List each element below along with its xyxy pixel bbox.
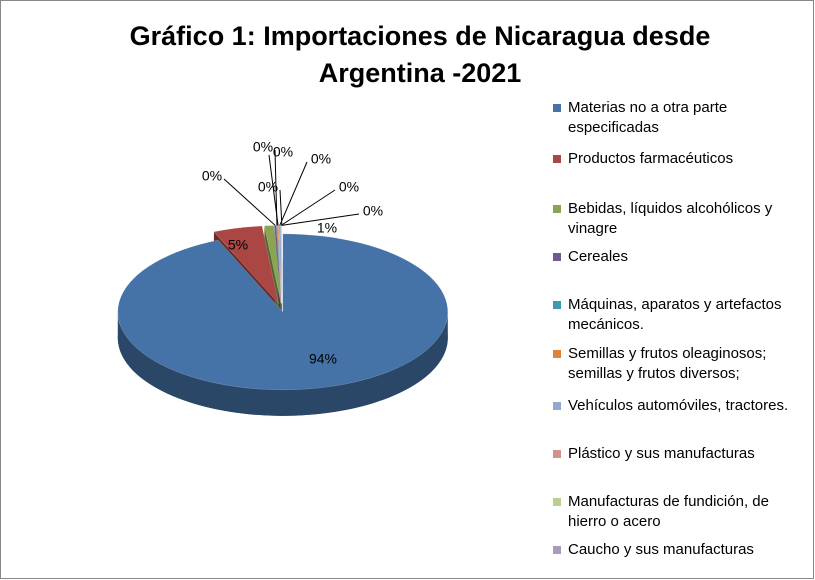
leader-line xyxy=(280,189,336,226)
legend-swatch xyxy=(553,253,561,261)
legend-item: Materias no a otra parte especificadas xyxy=(553,98,808,138)
data-label: 0% xyxy=(253,139,273,155)
legend-label: Máquinas, aparatos y artefactos mecánico… xyxy=(568,296,782,333)
data-label: 0% xyxy=(202,168,222,184)
legend-swatch xyxy=(553,402,561,410)
data-label: 1% xyxy=(317,220,337,236)
legend-swatch xyxy=(553,498,561,506)
legend-swatch xyxy=(553,104,561,112)
data-label: 94% xyxy=(309,351,337,367)
slice xyxy=(213,225,279,305)
leader-line xyxy=(281,213,360,226)
data-label: 5% xyxy=(228,237,248,253)
slice-side xyxy=(117,311,448,416)
slice xyxy=(273,225,282,304)
legend-item: Caucho y sus manufacturas xyxy=(553,540,808,560)
data-label: 0% xyxy=(363,203,383,219)
legend-label: Cereales xyxy=(568,248,629,265)
leader-line xyxy=(279,189,283,226)
legend-swatch xyxy=(553,155,561,163)
data-label: 0% xyxy=(311,151,331,167)
legend-label: Materias no a otra parte especificadas xyxy=(568,99,728,136)
legend-label: Manufacturas de fundición, de hierro o a… xyxy=(568,493,769,530)
chart-title: Gráfico 1: Importaciones de Nicaragua de… xyxy=(130,21,711,88)
legend-swatch xyxy=(553,301,561,309)
slice xyxy=(117,233,449,391)
legend-label: Bebidas, líquidos alcohólicos y vinagre xyxy=(568,200,773,237)
legend-item: Bebidas, líquidos alcohólicos y vinagre xyxy=(553,199,808,239)
data-label: 0% xyxy=(339,179,359,195)
legend-item: Vehículos automóviles, tractores. xyxy=(553,396,808,416)
legend-label: Plástico y sus manufacturas xyxy=(568,445,755,462)
slice xyxy=(278,225,283,304)
legend-item: Productos farmacéuticos xyxy=(553,149,808,169)
legend-item: Semillas y frutos oleaginosos; semillas … xyxy=(553,344,808,384)
legend-item: Cereales xyxy=(553,247,808,267)
slice xyxy=(264,225,282,304)
legend-label: Semillas y frutos oleaginosos; semillas … xyxy=(568,345,767,382)
legend-label: Vehículos automóviles, tractores. xyxy=(568,397,789,414)
legend-item: Máquinas, aparatos y artefactos mecánico… xyxy=(553,295,808,335)
legend-item: Manufacturas de fundición, de hierro o a… xyxy=(553,492,808,532)
legend-swatch xyxy=(553,546,561,554)
legend-swatch xyxy=(553,450,561,458)
data-label: 0% xyxy=(273,144,293,160)
data-label: 0% xyxy=(258,179,278,195)
legend-item: Plástico y sus manufacturas xyxy=(553,444,808,464)
legend-label: Caucho y sus manufacturas xyxy=(568,541,754,558)
legend-swatch xyxy=(553,205,561,213)
leader-line xyxy=(279,161,308,226)
leader-line xyxy=(268,154,279,226)
legend-swatch xyxy=(553,350,561,358)
leader-line xyxy=(223,178,276,226)
legend-label: Productos farmacéuticos xyxy=(568,150,734,167)
